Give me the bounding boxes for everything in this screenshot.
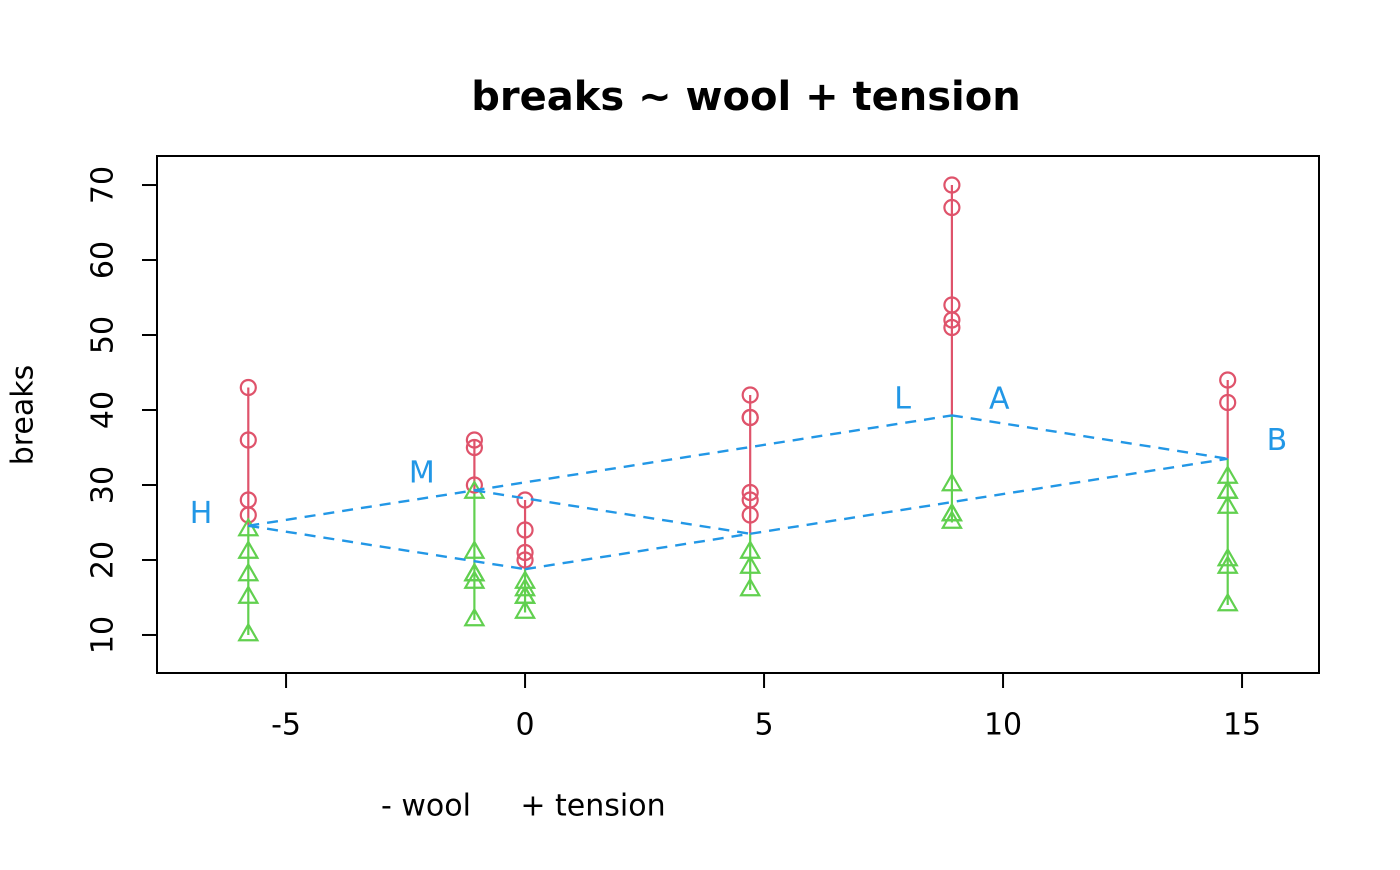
plot-frame (156, 155, 1320, 674)
x-axis-label-tension: + tension (520, 789, 665, 824)
above-fit-circle-point (1219, 393, 1237, 412)
above-fit-circle-point (741, 483, 759, 502)
x-tick-label: 0 (516, 708, 535, 743)
y-tick-label: 70 (86, 166, 121, 204)
above-fit-circle-point (741, 408, 759, 427)
below-fit-triangle-point (940, 472, 963, 492)
above-fit-circle-point (516, 543, 534, 562)
level-label-B: B (1267, 423, 1288, 458)
above-fit-circle-point (943, 198, 961, 217)
below-fit-triangle-point (1216, 494, 1239, 514)
below-fit-triangle-point (739, 577, 762, 597)
tension-L-link (951, 414, 1228, 460)
below-fit-triangle-point (237, 562, 260, 582)
chart-title: breaks ~ wool + tension (471, 74, 1020, 120)
above-fit-circle-point (1219, 371, 1237, 389)
below-fit-triangle-point (940, 509, 963, 529)
above-fit-circle-point (239, 431, 257, 449)
x-tick-label: 10 (984, 708, 1022, 743)
x-tick-label: -5 (271, 708, 301, 743)
y-tick-label: 40 (86, 391, 121, 429)
below-fit-triangle-point (514, 599, 537, 619)
above-fit-circle-point (516, 551, 534, 569)
y-tick-label: 60 (86, 241, 121, 279)
tension-M-link (474, 489, 751, 535)
below-fit-triangle-point (940, 502, 963, 522)
below-fit-triangle-point (1216, 554, 1239, 574)
below-fit-triangle-point (237, 584, 260, 604)
y-tick-label: 30 (86, 466, 121, 504)
fitted-value-dashed-lines (248, 414, 1228, 571)
level-label-A: A (989, 381, 1010, 416)
level-label-H: H (190, 496, 213, 531)
x-axis-ticks: -5 0 5 10 15 (271, 673, 1261, 743)
x-tick-label: 5 (755, 708, 774, 743)
x-tick-label: 15 (1223, 708, 1261, 743)
below-fit-triangle-point (463, 569, 486, 589)
group-stems (247, 185, 1229, 635)
level-label-L: L (894, 381, 911, 416)
above-fit-circle-point (239, 506, 257, 524)
below-fit-triangle-point (237, 622, 260, 642)
above-fit-circle-point (465, 438, 483, 457)
above-fit-circle-point (516, 521, 534, 539)
below-fit-triangle-point (237, 539, 260, 559)
factor-level-labels: H M L A B (190, 381, 1288, 531)
above-fit-circle-point (741, 506, 759, 524)
wool-A-fit-line (248, 414, 953, 527)
above-fit-circle-point (943, 176, 961, 194)
y-tick-label: 10 (86, 616, 121, 654)
wool-B-fit-line (524, 457, 1228, 571)
below-fit-triangle-point (1216, 592, 1239, 612)
below-fit-triangle-point (514, 577, 537, 597)
above-fit-circle-point (741, 386, 759, 404)
above-fit-circle-point (239, 378, 257, 397)
below-fit-triangle-point (463, 562, 486, 582)
y-axis-ticks: 10 20 30 40 50 60 70 (86, 166, 157, 654)
above-fit-circle-point (465, 431, 483, 449)
y-tick-label: 50 (86, 316, 121, 354)
below-fit-triangle-point (739, 554, 762, 574)
below-fit-triangle-point (463, 539, 486, 559)
y-tick-label: 20 (86, 541, 121, 579)
x-axis-label-wool: - wool (381, 789, 471, 824)
data-point-markers (237, 176, 1239, 642)
below-fit-triangle-point (1216, 547, 1239, 567)
above-fit-circle-point (943, 318, 961, 337)
above-fit-circle-point (465, 476, 483, 494)
above-fit-circle-point (943, 311, 961, 329)
tension-H-link (248, 524, 526, 571)
level-label-M: M (409, 455, 435, 490)
below-fit-triangle-point (463, 607, 486, 627)
y-axis-label: breaks (6, 365, 41, 466)
